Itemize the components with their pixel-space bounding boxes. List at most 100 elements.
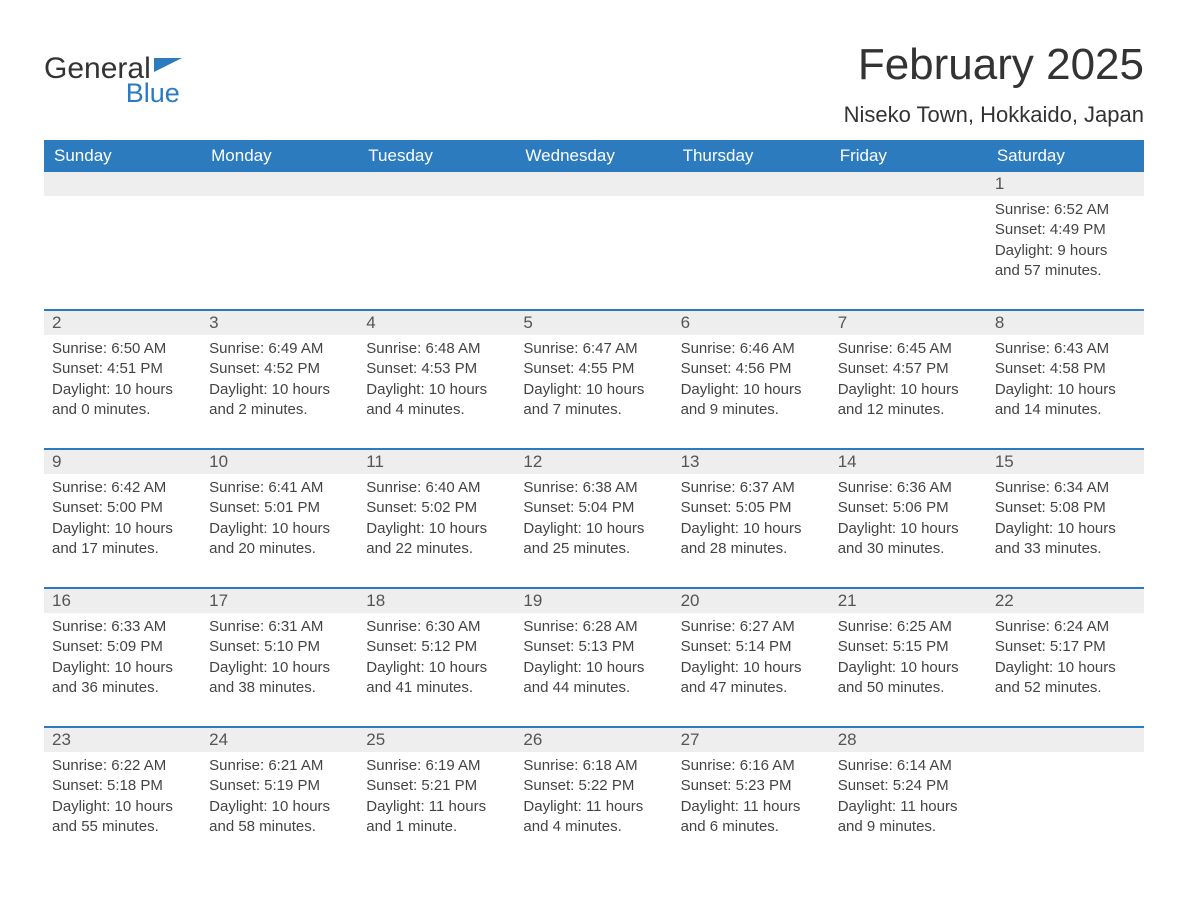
day-number: 16 <box>44 589 201 613</box>
title-block: February 2025 Niseko Town, Hokkaido, Jap… <box>844 40 1144 128</box>
logo-flag-icon <box>154 58 182 72</box>
daylight-text: Daylight: 10 hours and 7 minutes. <box>523 380 664 421</box>
sunset-text: Sunset: 5:12 PM <box>366 637 507 657</box>
sunrise-text: Sunrise: 6:49 AM <box>209 339 350 359</box>
sunset-text: Sunset: 5:24 PM <box>838 776 979 796</box>
day-body <box>358 196 515 281</box>
day-body: Sunrise: 6:48 AMSunset: 4:53 PMDaylight:… <box>358 335 515 420</box>
sunrise-text: Sunrise: 6:40 AM <box>366 478 507 498</box>
day-body: Sunrise: 6:19 AMSunset: 5:21 PMDaylight:… <box>358 752 515 837</box>
day-body: Sunrise: 6:38 AMSunset: 5:04 PMDaylight:… <box>515 474 672 559</box>
sunset-text: Sunset: 4:53 PM <box>366 359 507 379</box>
sunset-text: Sunset: 5:19 PM <box>209 776 350 796</box>
day-body: Sunrise: 6:30 AMSunset: 5:12 PMDaylight:… <box>358 613 515 698</box>
daylight-text: Daylight: 10 hours and 44 minutes. <box>523 658 664 699</box>
day-number: 7 <box>830 311 987 335</box>
day-body: Sunrise: 6:37 AMSunset: 5:05 PMDaylight:… <box>673 474 830 559</box>
sunrise-text: Sunrise: 6:43 AM <box>995 339 1136 359</box>
day-body: Sunrise: 6:25 AMSunset: 5:15 PMDaylight:… <box>830 613 987 698</box>
sunset-text: Sunset: 5:08 PM <box>995 498 1136 518</box>
day-body: Sunrise: 6:16 AMSunset: 5:23 PMDaylight:… <box>673 752 830 837</box>
sunrise-text: Sunrise: 6:48 AM <box>366 339 507 359</box>
sunset-text: Sunset: 5:00 PM <box>52 498 193 518</box>
weekday-header: Wednesday <box>515 140 672 172</box>
day-body: Sunrise: 6:40 AMSunset: 5:02 PMDaylight:… <box>358 474 515 559</box>
sunrise-text: Sunrise: 6:25 AM <box>838 617 979 637</box>
sunrise-text: Sunrise: 6:18 AM <box>523 756 664 776</box>
week-number-row: 2345678 <box>44 309 1144 335</box>
week-number-row: 16171819202122 <box>44 587 1144 613</box>
week-body-row: Sunrise: 6:52 AMSunset: 4:49 PMDaylight:… <box>44 196 1144 309</box>
sunset-text: Sunset: 5:14 PM <box>681 637 822 657</box>
day-body <box>44 196 201 281</box>
day-body <box>830 196 987 281</box>
day-body: Sunrise: 6:33 AMSunset: 5:09 PMDaylight:… <box>44 613 201 698</box>
day-number <box>201 172 358 196</box>
daylight-text: Daylight: 10 hours and 4 minutes. <box>366 380 507 421</box>
day-number: 6 <box>673 311 830 335</box>
day-number: 26 <box>515 728 672 752</box>
daylight-text: Daylight: 10 hours and 41 minutes. <box>366 658 507 699</box>
day-body: Sunrise: 6:49 AMSunset: 4:52 PMDaylight:… <box>201 335 358 420</box>
daylight-text: Daylight: 11 hours and 9 minutes. <box>838 797 979 838</box>
daylight-text: Daylight: 11 hours and 6 minutes. <box>681 797 822 838</box>
daylight-text: Daylight: 10 hours and 20 minutes. <box>209 519 350 560</box>
day-number: 10 <box>201 450 358 474</box>
sunset-text: Sunset: 4:52 PM <box>209 359 350 379</box>
daylight-text: Daylight: 10 hours and 55 minutes. <box>52 797 193 838</box>
sunset-text: Sunset: 5:17 PM <box>995 637 1136 657</box>
sunrise-text: Sunrise: 6:52 AM <box>995 200 1136 220</box>
sunrise-text: Sunrise: 6:45 AM <box>838 339 979 359</box>
daylight-text: Daylight: 10 hours and 52 minutes. <box>995 658 1136 699</box>
sunrise-text: Sunrise: 6:38 AM <box>523 478 664 498</box>
day-number: 11 <box>358 450 515 474</box>
day-body: Sunrise: 6:47 AMSunset: 4:55 PMDaylight:… <box>515 335 672 420</box>
sunrise-text: Sunrise: 6:16 AM <box>681 756 822 776</box>
week-body-row: Sunrise: 6:42 AMSunset: 5:00 PMDaylight:… <box>44 474 1144 587</box>
daylight-text: Daylight: 10 hours and 47 minutes. <box>681 658 822 699</box>
day-body: Sunrise: 6:52 AMSunset: 4:49 PMDaylight:… <box>987 196 1144 281</box>
day-body <box>987 752 1144 837</box>
day-number: 8 <box>987 311 1144 335</box>
daylight-text: Daylight: 11 hours and 4 minutes. <box>523 797 664 838</box>
day-number <box>987 728 1144 752</box>
daylight-text: Daylight: 10 hours and 25 minutes. <box>523 519 664 560</box>
sunset-text: Sunset: 5:01 PM <box>209 498 350 518</box>
sunset-text: Sunset: 5:13 PM <box>523 637 664 657</box>
day-body: Sunrise: 6:43 AMSunset: 4:58 PMDaylight:… <box>987 335 1144 420</box>
day-number: 28 <box>830 728 987 752</box>
sunrise-text: Sunrise: 6:27 AM <box>681 617 822 637</box>
sunset-text: Sunset: 4:49 PM <box>995 220 1136 240</box>
daylight-text: Daylight: 10 hours and 22 minutes. <box>366 519 507 560</box>
day-number: 9 <box>44 450 201 474</box>
sunrise-text: Sunrise: 6:19 AM <box>366 756 507 776</box>
sunset-text: Sunset: 5:22 PM <box>523 776 664 796</box>
day-body: Sunrise: 6:34 AMSunset: 5:08 PMDaylight:… <box>987 474 1144 559</box>
sunrise-text: Sunrise: 6:22 AM <box>52 756 193 776</box>
day-body: Sunrise: 6:24 AMSunset: 5:17 PMDaylight:… <box>987 613 1144 698</box>
day-number: 20 <box>673 589 830 613</box>
day-body <box>201 196 358 281</box>
sunrise-text: Sunrise: 6:21 AM <box>209 756 350 776</box>
sunrise-text: Sunrise: 6:46 AM <box>681 339 822 359</box>
daylight-text: Daylight: 10 hours and 33 minutes. <box>995 519 1136 560</box>
day-body <box>673 196 830 281</box>
day-number: 4 <box>358 311 515 335</box>
sunrise-text: Sunrise: 6:33 AM <box>52 617 193 637</box>
sunrise-text: Sunrise: 6:28 AM <box>523 617 664 637</box>
day-number: 19 <box>515 589 672 613</box>
week-body-row: Sunrise: 6:22 AMSunset: 5:18 PMDaylight:… <box>44 752 1144 865</box>
sunset-text: Sunset: 5:05 PM <box>681 498 822 518</box>
daylight-text: Daylight: 10 hours and 50 minutes. <box>838 658 979 699</box>
sunrise-text: Sunrise: 6:50 AM <box>52 339 193 359</box>
weekday-header: Thursday <box>673 140 830 172</box>
day-body: Sunrise: 6:50 AMSunset: 4:51 PMDaylight:… <box>44 335 201 420</box>
daylight-text: Daylight: 10 hours and 28 minutes. <box>681 519 822 560</box>
day-number: 14 <box>830 450 987 474</box>
day-body: Sunrise: 6:21 AMSunset: 5:19 PMDaylight:… <box>201 752 358 837</box>
sunset-text: Sunset: 4:58 PM <box>995 359 1136 379</box>
sunrise-text: Sunrise: 6:14 AM <box>838 756 979 776</box>
week-number-row: 232425262728 <box>44 726 1144 752</box>
day-number: 3 <box>201 311 358 335</box>
daylight-text: Daylight: 10 hours and 9 minutes. <box>681 380 822 421</box>
